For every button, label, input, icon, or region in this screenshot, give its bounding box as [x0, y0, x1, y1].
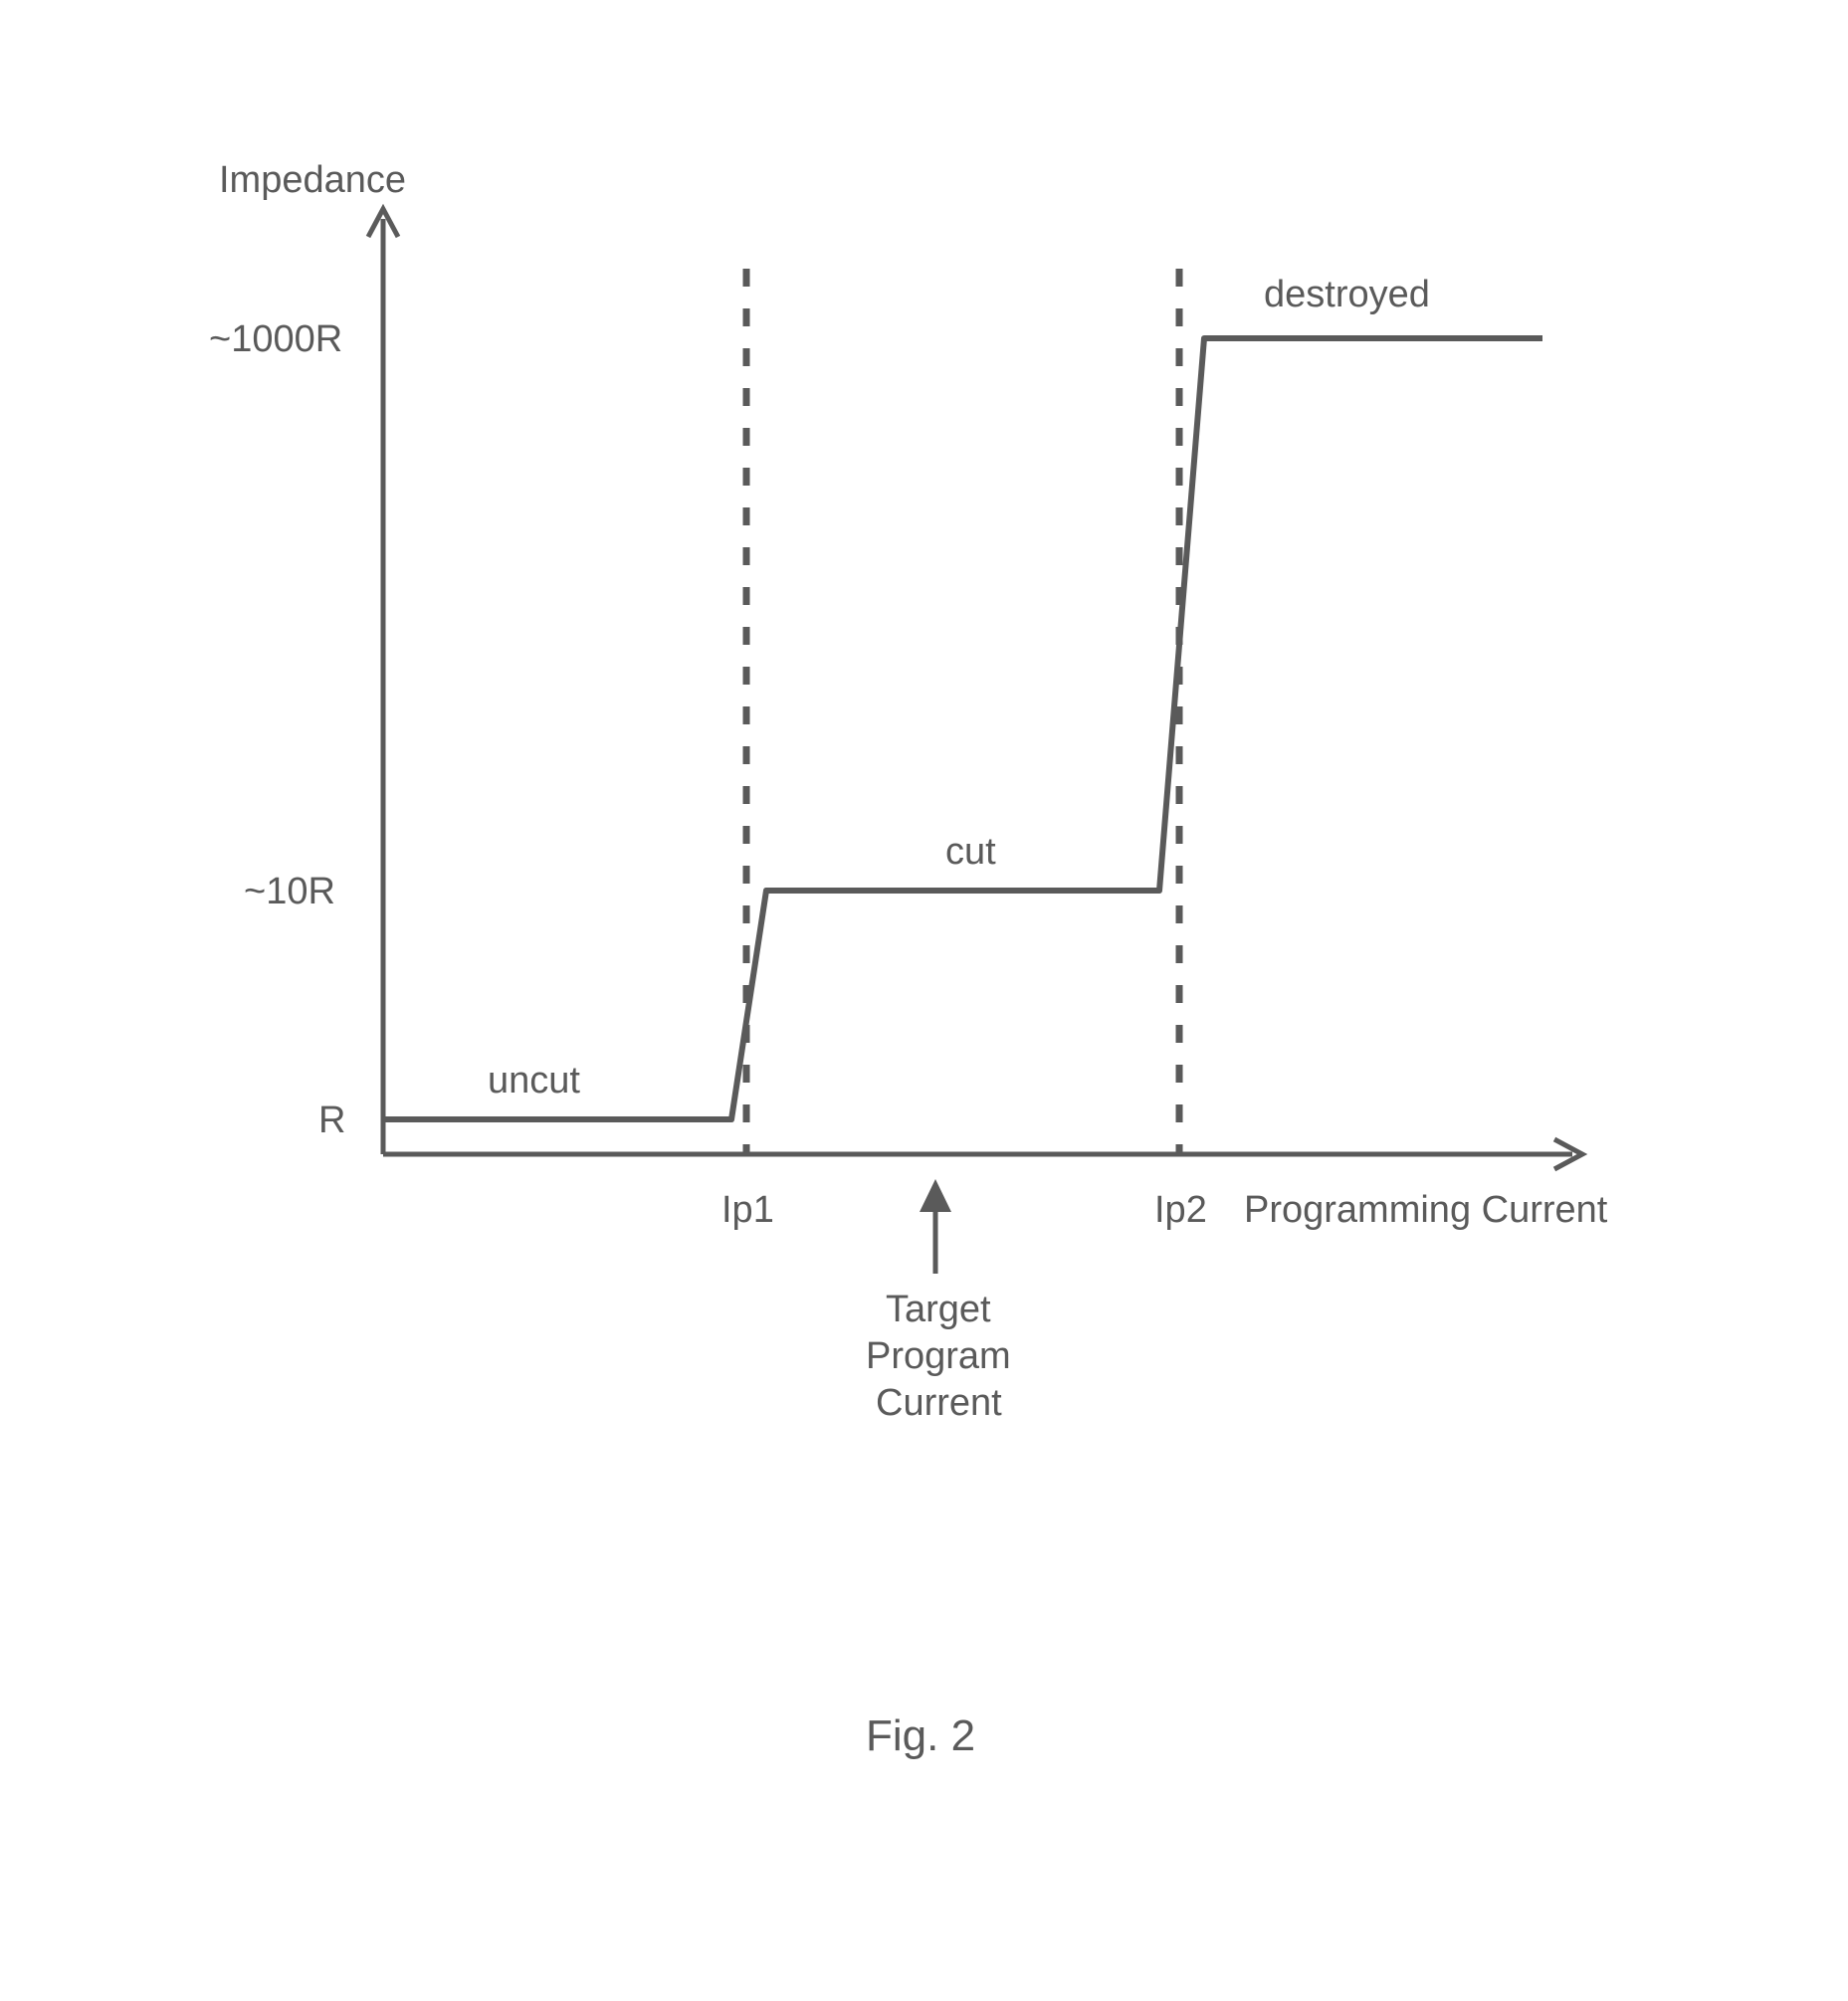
target-label-line3: Current — [876, 1382, 1002, 1425]
figure-container: Impedance ~1000R ~10R R uncut cut destro… — [179, 119, 1672, 1711]
x-tick-ip2: Ip2 — [1154, 1189, 1207, 1232]
segment-label-cut: cut — [945, 831, 996, 874]
target-label-line2: Program — [866, 1335, 1011, 1378]
target-label-line1: Target — [886, 1289, 991, 1331]
figure-caption: Fig. 2 — [866, 1711, 975, 1761]
y-tick-1000r: ~1000R — [209, 318, 342, 361]
y-axis-label: Impedance — [219, 159, 406, 202]
target-arrow-head — [920, 1179, 951, 1212]
y-tick-r: R — [318, 1100, 345, 1142]
impedance-curve — [383, 338, 1542, 1119]
x-axis-label: Programming Current — [1244, 1189, 1607, 1232]
segment-label-destroyed: destroyed — [1264, 274, 1430, 316]
x-tick-ip1: Ip1 — [721, 1189, 774, 1232]
segment-label-uncut: uncut — [488, 1060, 580, 1102]
chart-svg — [179, 119, 1672, 1463]
y-tick-10r: ~10R — [244, 871, 335, 913]
